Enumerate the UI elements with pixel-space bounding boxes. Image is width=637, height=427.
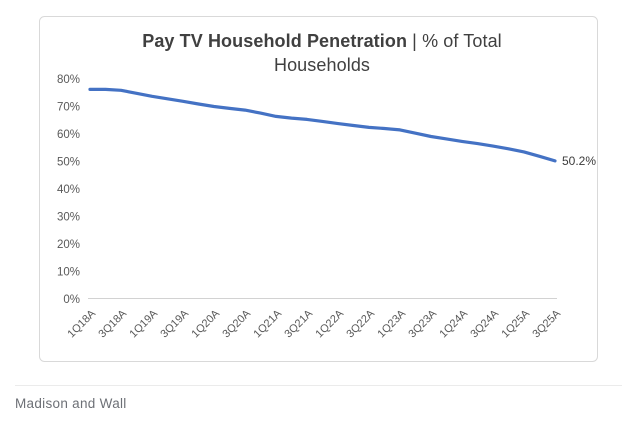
- y-axis-label: 30%: [57, 212, 80, 224]
- y-axis-label: 40%: [57, 184, 80, 196]
- y-axis-label: 0%: [63, 294, 80, 306]
- y-axis-label: 50%: [57, 157, 80, 169]
- chart-title-separator: |: [407, 31, 423, 51]
- source-attribution: Madison and Wall: [15, 396, 127, 411]
- end-data-label: 50.2%: [562, 154, 596, 168]
- chart-title-bold: Pay TV Household Penetration: [142, 31, 408, 51]
- y-axis-label: 80%: [57, 74, 80, 86]
- chart-title-regular: % of Total Households: [273, 31, 502, 75]
- series-line: [88, 87, 557, 163]
- y-axis-label: 70%: [57, 102, 80, 114]
- y-axis-label: 10%: [57, 267, 80, 279]
- chart-frame: [39, 16, 598, 362]
- y-axis-label: 60%: [57, 129, 80, 141]
- chart-title: Pay TV Household Penetration | % of Tota…: [92, 29, 552, 77]
- y-axis-label: 20%: [57, 239, 80, 251]
